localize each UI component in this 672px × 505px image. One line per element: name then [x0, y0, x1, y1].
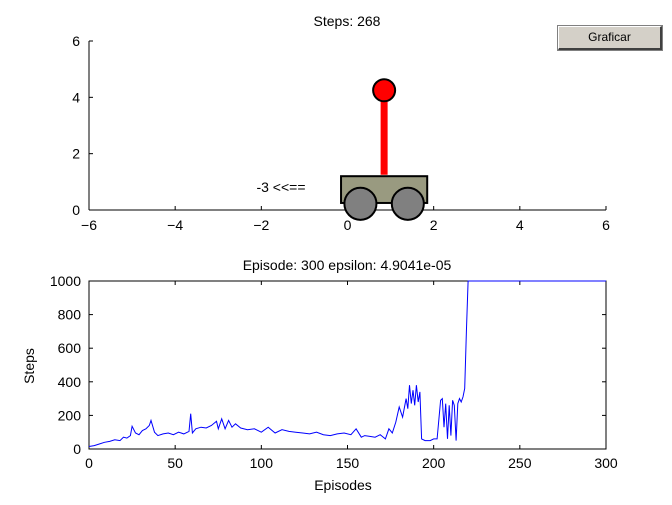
cartpole-title: Steps: 268: [314, 13, 381, 29]
cartpole-x-tick-label: −4: [167, 217, 183, 233]
chart-y-tick-label: 800: [58, 307, 82, 323]
action-label: -3 <<==: [256, 179, 305, 195]
chart-ticks: 0 50 100 150 200 250 300 0 200 400 600 800 1000: [50, 273, 618, 471]
cart-wheel-left: [343, 186, 378, 221]
cartpole-y-tick-label: 6: [72, 33, 80, 49]
cartpole-ticks: −6 −4 −2 0 2 4 6 0 2 4 6: [72, 33, 610, 233]
chart-x-tick-label: 50: [167, 455, 183, 471]
cart-wheel-right: [390, 186, 425, 221]
chart-x-tick-label: 0: [85, 455, 93, 471]
chart-y-tick-label: 1000: [50, 273, 81, 289]
cartpole-x-tick-label: −2: [253, 217, 269, 233]
cartpole-y-tick-label: 4: [72, 89, 80, 105]
cartpole-axes: Steps: 268 −6 −4 −2 0 2 4 6 0 2 4 6 -3 <<==: [72, 13, 610, 233]
chart-frame: [88, 280, 607, 450]
pole-bob: [372, 78, 397, 103]
chart-x-tick-label: 150: [336, 455, 360, 471]
steps-series-line: [88, 280, 606, 447]
chart-y-tick-label: 400: [58, 374, 82, 390]
graficar-button[interactable]: Graficar: [557, 25, 663, 51]
chart-y-tick-label: 600: [58, 340, 82, 356]
steps-chart: Episode: 300 epsilon: 4.9041e-05 0 50 100 1…: [21, 257, 618, 493]
cartpole-x-tick-label: 2: [430, 217, 438, 233]
cartpole-x-tick-label: 0: [344, 217, 352, 233]
cartpole: [340, 78, 429, 221]
cartpole-y-tick-label: 2: [72, 146, 80, 162]
cartpole-y-tick-label: 0: [72, 202, 80, 218]
y-axis-label: Steps: [21, 348, 37, 384]
chart-x-tick-label: 100: [250, 455, 274, 471]
cartpole-x-tick-label: 4: [516, 217, 524, 233]
chart-x-tick-label: 300: [594, 455, 618, 471]
chart-x-tick-label: 200: [422, 455, 446, 471]
chart-y-tick-label: 200: [58, 407, 82, 423]
cartpole-x-tick-label: 6: [602, 217, 610, 233]
x-axis-label: Episodes: [314, 477, 372, 493]
cartpole-x-tick-label: −6: [81, 217, 97, 233]
chart-x-tick-label: 250: [508, 455, 532, 471]
chart-y-tick-label: 0: [73, 441, 81, 457]
chart-title: Episode: 300 epsilon: 4.9041e-05: [243, 257, 452, 273]
